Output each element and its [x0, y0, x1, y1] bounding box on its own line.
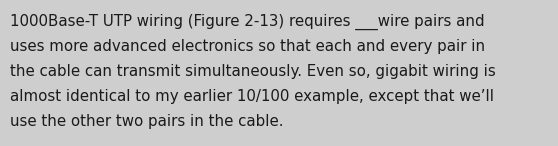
Text: the cable can transmit simultaneously. Even so, gigabit wiring is: the cable can transmit simultaneously. E…	[10, 64, 496, 79]
Text: uses more advanced electronics so that each and every pair in: uses more advanced electronics so that e…	[10, 39, 485, 54]
Text: use the other two pairs in the cable.: use the other two pairs in the cable.	[10, 114, 283, 129]
Text: 1000Base-T UTP wiring (Figure 2-13) requires ___wire pairs and: 1000Base-T UTP wiring (Figure 2-13) requ…	[10, 14, 485, 30]
Text: almost identical to my earlier 10/100 example, except that we’ll: almost identical to my earlier 10/100 ex…	[10, 89, 494, 104]
